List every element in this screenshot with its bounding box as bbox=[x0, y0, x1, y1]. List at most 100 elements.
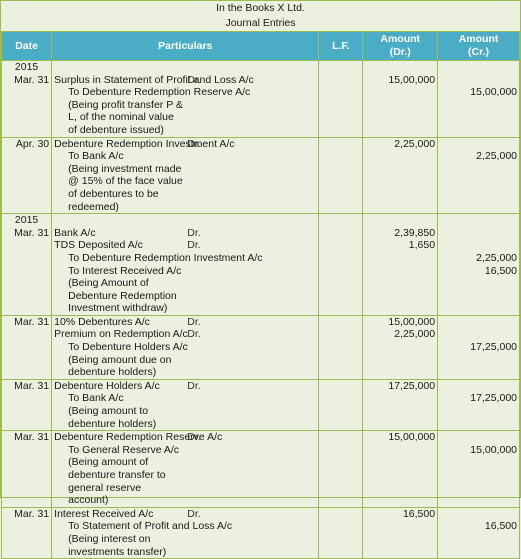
amount-cr: 17,25,000 bbox=[470, 341, 517, 354]
particular-line: Debenture Redemption Reserve A/c bbox=[54, 431, 223, 444]
drcr-marker bbox=[187, 520, 316, 533]
entry-amount-dr-cell: 16,500 bbox=[362, 507, 439, 559]
amount-dr: 16,500 bbox=[402, 507, 436, 520]
entry-amount-dr-cell: 15,00,000 2,25,000 bbox=[362, 315, 439, 380]
entry-amount-dr-cell: 17,25,000 bbox=[362, 379, 439, 432]
entry-lf-cell bbox=[318, 379, 364, 432]
entry-amount-dr-cell: 15,00,000 bbox=[362, 430, 439, 508]
narration: (Being amount due on debenture holders) bbox=[68, 353, 172, 379]
entry-particulars-cell: Surplus in Statement of Profit and Loss … bbox=[51, 60, 254, 138]
particular-line: 10% Debentures A/c bbox=[54, 315, 150, 328]
journal-entry-row: Apr. 30 Debenture Redemption Investment A… bbox=[0, 137, 520, 215]
entry-amount-cr-cell: 15,00,000 bbox=[437, 430, 520, 508]
amount-dr bbox=[365, 341, 435, 354]
amount-dr: 15,00,000 bbox=[388, 431, 436, 444]
col-amount-dr-sub: (Dr.) bbox=[389, 46, 411, 58]
journal-entry-row: 2015 Mar. 31 Bank A/c TDS Deposited A/c To D… bbox=[0, 213, 520, 316]
entry-date: Mar. 31 bbox=[14, 73, 50, 86]
particular-line: Premium on Redemption A/c bbox=[54, 328, 188, 341]
col-amount-cr-sub: (Cr.) bbox=[468, 46, 490, 58]
amount-dr bbox=[365, 520, 435, 533]
entry-date-cell: 2015 Mar. 31 bbox=[0, 60, 53, 138]
entry-year: 2015 bbox=[14, 61, 39, 73]
col-amount-cr-label: Amount bbox=[458, 33, 499, 45]
particular-line: To Debenture Redemption Reserve A/c bbox=[68, 86, 251, 99]
entry-particulars-cell: Debenture Redemption Investment A/c To Ba… bbox=[51, 137, 235, 215]
particular-line: Debenture Holders A/c bbox=[54, 379, 160, 392]
particular-line: To Debenture Redemption Investment A/c bbox=[68, 251, 263, 264]
narration: (Being amount of debenture transfer to g… bbox=[68, 456, 166, 507]
drcr-marker: Dr. bbox=[187, 73, 201, 86]
journal-entry-row: Mar. 31 Debenture Redemption Reserve A/c T… bbox=[0, 430, 520, 508]
amount-dr bbox=[365, 444, 435, 457]
drcr-marker bbox=[187, 444, 316, 457]
narration: (Being investment made @ 15% of the face… bbox=[68, 162, 183, 213]
entry-amount-dr-cell: 2,25,000 bbox=[362, 137, 439, 215]
entry-amount-cr-cell: 15,00,000 bbox=[437, 60, 520, 138]
drcr-marker: Dr. bbox=[187, 226, 201, 239]
entry-lf-cell bbox=[318, 213, 364, 316]
amount-dr: 2,25,000 bbox=[394, 328, 436, 341]
entry-drcr-cell: Dr. Dr. bbox=[185, 213, 320, 316]
entry-amount-dr-cell: 2,39,850 1,650 bbox=[362, 213, 439, 316]
amount-dr bbox=[365, 150, 435, 163]
entry-particulars-cell: Debenture Redemption Reserve A/c To Gener… bbox=[51, 430, 223, 508]
drcr-marker: Dr. bbox=[187, 431, 201, 444]
amount-dr: 1,650 bbox=[408, 239, 436, 252]
col-lf: L.F. bbox=[318, 31, 364, 61]
amount-dr bbox=[365, 392, 435, 405]
header-row: Date Particulars L.F. Amount (Dr.) Amoun… bbox=[0, 31, 520, 61]
amount-dr: 15,00,000 bbox=[388, 315, 436, 328]
entry-amount-cr-cell: 17,25,000 bbox=[437, 379, 520, 432]
company-title: In the Books X Ltd. bbox=[216, 2, 305, 14]
book-title: Journal Entries bbox=[225, 17, 296, 29]
amount-dr: 2,39,850 bbox=[394, 226, 436, 239]
entry-amount-dr-cell: 15,00,000 bbox=[362, 60, 439, 138]
entry-year: 2015 bbox=[14, 214, 39, 227]
entry-date: Mar. 31 bbox=[14, 431, 50, 444]
drcr-marker: Dr. bbox=[187, 507, 201, 520]
amount-cr: 2,25,000 bbox=[476, 251, 517, 264]
drcr-marker: Dr. bbox=[187, 239, 201, 252]
journal-entry-row: 2015 Mar. 31 Surplus in Statement of Profi… bbox=[0, 60, 520, 138]
amount-cr bbox=[440, 74, 517, 87]
amount-dr bbox=[365, 86, 435, 99]
journal-entry-row: Mar. 31 10% Debentures A/c Premium on Rede… bbox=[0, 315, 520, 380]
col-amount-dr: Amount (Dr.) bbox=[362, 31, 439, 61]
amount-cr: 16,500 bbox=[484, 520, 517, 533]
drcr-marker: Dr. bbox=[187, 315, 201, 328]
amount-cr: 2,25,000 bbox=[476, 150, 517, 163]
amount-cr: 17,25,000 bbox=[470, 392, 517, 405]
entry-date-cell: Mar. 31 bbox=[0, 379, 53, 432]
amount-dr: 2,25,000 bbox=[394, 137, 436, 150]
entry-amount-cr-cell: 16,500 bbox=[437, 507, 520, 559]
particular-line: Bank A/c bbox=[54, 226, 96, 239]
amount-cr: 15,00,000 bbox=[470, 443, 517, 456]
amount-dr: 15,00,000 bbox=[388, 73, 436, 86]
entry-drcr-cell: Dr. bbox=[185, 507, 320, 559]
entry-lf-cell bbox=[318, 60, 364, 138]
col-amount-dr-label: Amount bbox=[380, 33, 421, 45]
entry-lf-cell bbox=[318, 137, 364, 215]
narration: (Being profit transfer P & L, of the nom… bbox=[68, 98, 183, 136]
amount-cr bbox=[440, 227, 517, 240]
amount-cr bbox=[440, 138, 517, 151]
journal-entry-row: Mar. 31 Debenture Holders A/c To Bank A/c(… bbox=[0, 379, 520, 432]
drcr-marker bbox=[187, 392, 316, 405]
particular-line: To General Reserve A/c bbox=[68, 443, 180, 456]
particular-line: To Interest Received A/c bbox=[68, 264, 182, 277]
narration: (Being interest on investments transfer) bbox=[68, 532, 167, 558]
entry-drcr-cell: Dr. bbox=[185, 430, 320, 508]
drcr-marker: Dr. bbox=[187, 137, 201, 150]
narration: (Being amount to debenture holders) bbox=[68, 405, 157, 430]
entry-drcr-cell: Dr. bbox=[185, 60, 320, 138]
amount-cr bbox=[440, 316, 517, 329]
particular-line: To Statement of Profit and Loss A/c bbox=[68, 520, 233, 533]
entry-lf-cell bbox=[318, 315, 364, 380]
entry-particulars-cell: Bank A/c TDS Deposited A/c To Debenture Re… bbox=[51, 213, 263, 316]
particular-line: Interest Received A/c bbox=[54, 507, 154, 520]
amount-cr: 15,00,000 bbox=[470, 86, 517, 99]
entry-lf-cell bbox=[318, 430, 364, 508]
entry-drcr-cell: Dr. bbox=[185, 137, 320, 215]
